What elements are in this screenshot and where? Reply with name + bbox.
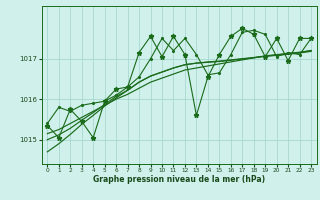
X-axis label: Graphe pression niveau de la mer (hPa): Graphe pression niveau de la mer (hPa) — [93, 175, 265, 184]
